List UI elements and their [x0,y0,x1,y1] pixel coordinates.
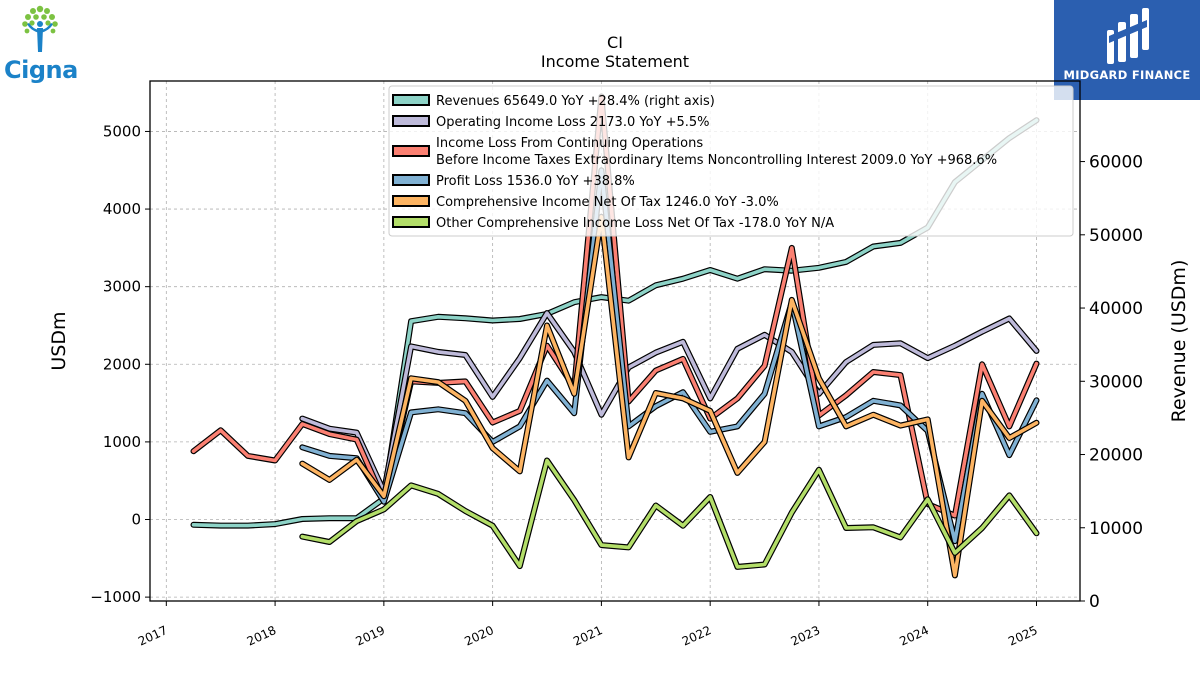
series-lines [190,93,1040,579]
legend: Revenues 65649.0 YoY +28.4% (right axis)… [388,85,1074,237]
y-tick-label: 5000 [103,122,141,140]
y-axis-label: USDm [48,311,70,370]
x-tick-label: 2019 [354,623,388,649]
series-line [300,215,1039,578]
series-line [300,311,1039,494]
legend-swatch [392,216,430,228]
y2-tick-label: 0 [1089,592,1100,612]
x-tick-label: 2023 [789,623,823,649]
series-line [300,168,1039,543]
series-line [191,94,1039,518]
y2-tick-label: 40000 [1089,299,1143,319]
chart-title: CI [607,33,623,52]
legend-label: Revenues 65649.0 YoY +28.4% (right axis) [436,94,715,109]
y-tick-label: 1000 [103,433,141,451]
y2-tick-label: 30000 [1089,372,1143,392]
y2-tick-label: 50000 [1089,226,1143,246]
y-tick-label: 4000 [103,200,141,218]
x-tick-label: 2020 [462,623,496,649]
legend-swatch [392,94,430,106]
x-tick-label: 2025 [1006,623,1040,649]
x-tick-label: 2022 [680,623,714,649]
plot-frame [149,80,1081,602]
chart-subtitle: Income Statement [541,52,689,71]
cigna-logo: Cigna [0,0,90,90]
y-tick-label: 2000 [103,355,141,373]
midgard-emblem-icon [1107,8,1149,64]
y2-tick-label: 20000 [1089,446,1143,466]
x-tick-label: 2018 [245,623,279,649]
y2-axis-label: Revenue (USDm) [1168,260,1190,423]
y2-tick-label: 60000 [1089,153,1143,173]
x-tick-label: 2021 [571,623,605,649]
legend-label: Profit Loss 1536.0 YoY +38.8% [436,174,635,189]
midgard-wordmark: MIDGARD FINANCE [1063,68,1191,82]
legend-label: Operating Income Loss 2173.0 YoY +5.5% [436,115,710,130]
cigna-wordmark: Cigna [4,56,78,84]
x-tick-label: 2024 [897,623,931,649]
y-tick-label: 0 [131,511,141,529]
legend-swatch [392,145,430,157]
tree-icon [22,5,58,52]
legend-label-line2: Before Income Taxes Extraordinary Items … [436,153,997,168]
y2-tick-label: 10000 [1089,519,1143,539]
series-4 [299,213,1040,579]
legend-box [388,85,1074,237]
legend-swatch [392,195,430,207]
legend-label: Comprehensive Income Net Of Tax 1246.0 Y… [436,195,779,210]
legend-swatch [392,115,430,127]
y-tick-label: 3000 [103,278,141,296]
series-5 [299,457,1040,570]
midgard-finance-logo: MIDGARD FINANCE [1054,0,1200,100]
legend-label: Other Comprehensive Income Loss Net Of T… [436,216,834,231]
series-line [300,458,1039,569]
series-3 [299,167,1040,545]
legend-swatch [392,174,430,186]
series-1 [299,310,1040,495]
legend-label: Income Loss From Continuing Operations [436,136,703,151]
y-tick-label: −1000 [90,588,141,606]
series-2 [190,93,1040,519]
x-tick-label: 2017 [136,623,170,649]
